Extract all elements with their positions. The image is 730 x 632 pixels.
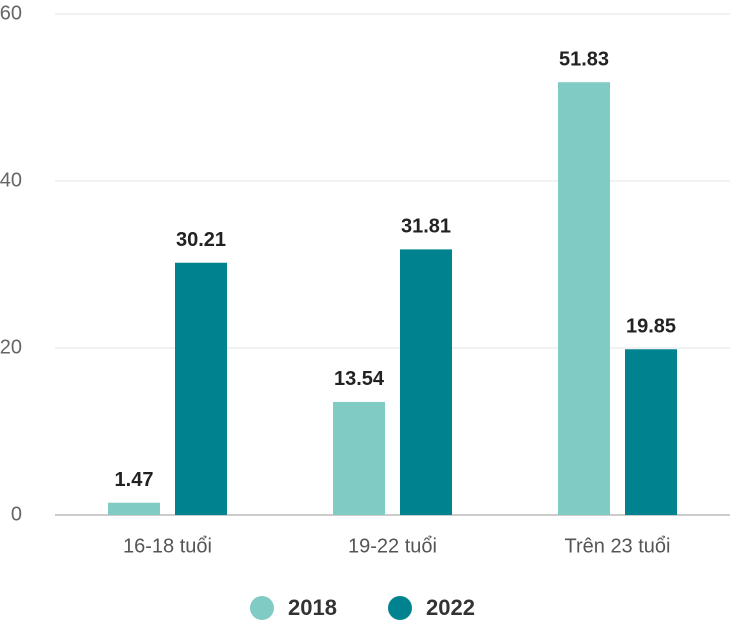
legend-swatch [250, 596, 274, 620]
legend-swatch [388, 596, 412, 620]
x-tick-label: 19-22 tuổi [348, 535, 437, 557]
value-label: 51.83 [559, 49, 609, 71]
bar [108, 502, 160, 515]
bar [558, 82, 610, 516]
value-label: 31.81 [401, 216, 451, 238]
bar [333, 401, 385, 515]
x-tick-label: 16-18 tuổi [123, 535, 212, 557]
y-tick-label: 0 [11, 503, 22, 525]
value-label: 1.47 [115, 469, 154, 491]
value-label: 19.85 [626, 316, 676, 338]
legend-label: 2018 [288, 595, 337, 620]
bar [175, 262, 227, 515]
y-tick-label: 60 [0, 2, 22, 24]
value-label: 13.54 [334, 368, 385, 390]
value-label: 30.21 [176, 229, 226, 251]
y-tick-label: 20 [0, 336, 22, 358]
bar [625, 349, 677, 515]
legend-label: 2022 [426, 595, 475, 620]
x-tick-label: Trên 23 tuổi [565, 535, 671, 557]
y-tick-label: 40 [0, 169, 22, 191]
bar [400, 249, 452, 515]
